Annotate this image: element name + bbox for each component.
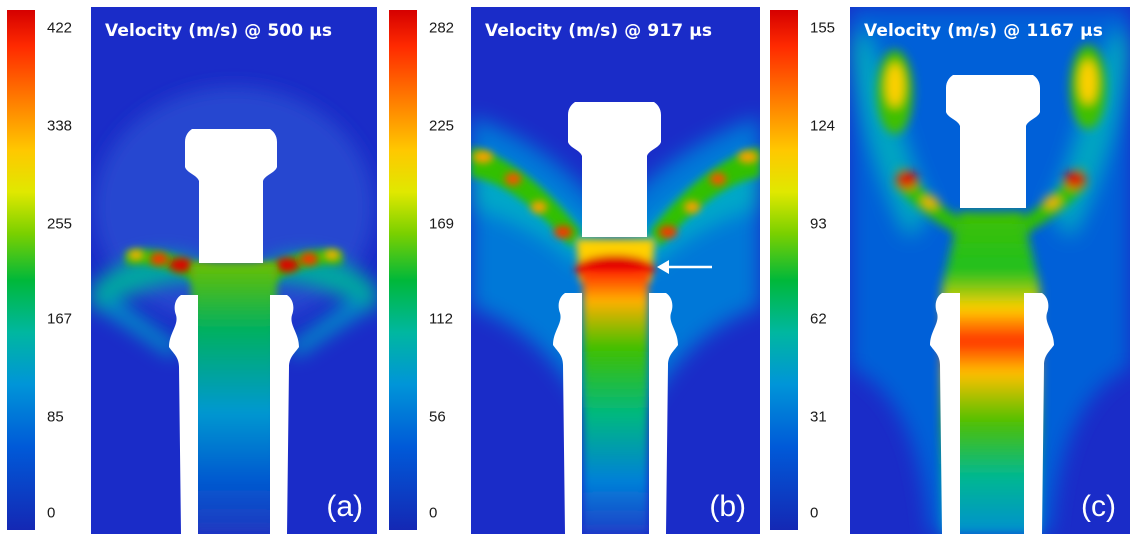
panel-label-a: (a) xyxy=(326,490,363,523)
panel-title-b: Velocity (m/s) @ 917 µs xyxy=(485,21,713,41)
tick-a-3: 167 xyxy=(47,310,73,328)
tick-c-1: 124 xyxy=(810,117,836,135)
flow-field-c xyxy=(850,7,1130,534)
tick-c-3: 62 xyxy=(810,310,827,328)
panel-label-c: (c) xyxy=(1081,490,1116,523)
tick-c-4: 31 xyxy=(810,408,827,426)
tick-a-4: 85 xyxy=(47,408,64,426)
panel-title-a: Velocity (m/s) @ 500 µs xyxy=(105,21,333,41)
panel-label-b: (b) xyxy=(709,490,746,523)
colorbar-a xyxy=(7,10,35,530)
flow-field-a xyxy=(91,7,377,534)
left-arrow-icon xyxy=(657,260,712,274)
tick-a-1: 338 xyxy=(47,117,73,135)
colorbar-c xyxy=(770,10,798,530)
tick-b-2: 169 xyxy=(429,215,455,233)
velocity-panel-c: Velocity (m/s) @ 1167 µs (c) xyxy=(850,7,1130,534)
colorbar-b xyxy=(389,10,417,530)
tick-b-0: 282 xyxy=(429,19,455,37)
flow-field-b xyxy=(471,7,760,534)
tick-c-0: 155 xyxy=(810,19,836,37)
tick-a-5: 0 xyxy=(47,504,56,522)
velocity-panel-a: Velocity (m/s) @ 500 µs (a) xyxy=(91,7,377,534)
tick-a-0: 422 xyxy=(47,19,73,37)
tick-c-5: 0 xyxy=(810,504,819,522)
tick-b-3: 112 xyxy=(429,310,453,328)
tick-b-4: 56 xyxy=(429,408,446,426)
colorbar-ticks-c: 155 124 93 62 31 0 xyxy=(810,10,854,530)
velocity-panel-b: Velocity (m/s) @ 917 µs (b) xyxy=(471,7,760,534)
colorbar-ticks-b: 282 225 169 112 56 0 xyxy=(429,10,473,530)
tick-c-2: 93 xyxy=(810,215,827,233)
colorbar-ticks-a: 422 338 255 167 85 0 xyxy=(47,10,91,530)
panel-title-c: Velocity (m/s) @ 1167 µs xyxy=(864,21,1103,41)
tick-b-5: 0 xyxy=(429,504,438,522)
tick-a-2: 255 xyxy=(47,215,73,233)
tick-b-1: 225 xyxy=(429,117,455,135)
